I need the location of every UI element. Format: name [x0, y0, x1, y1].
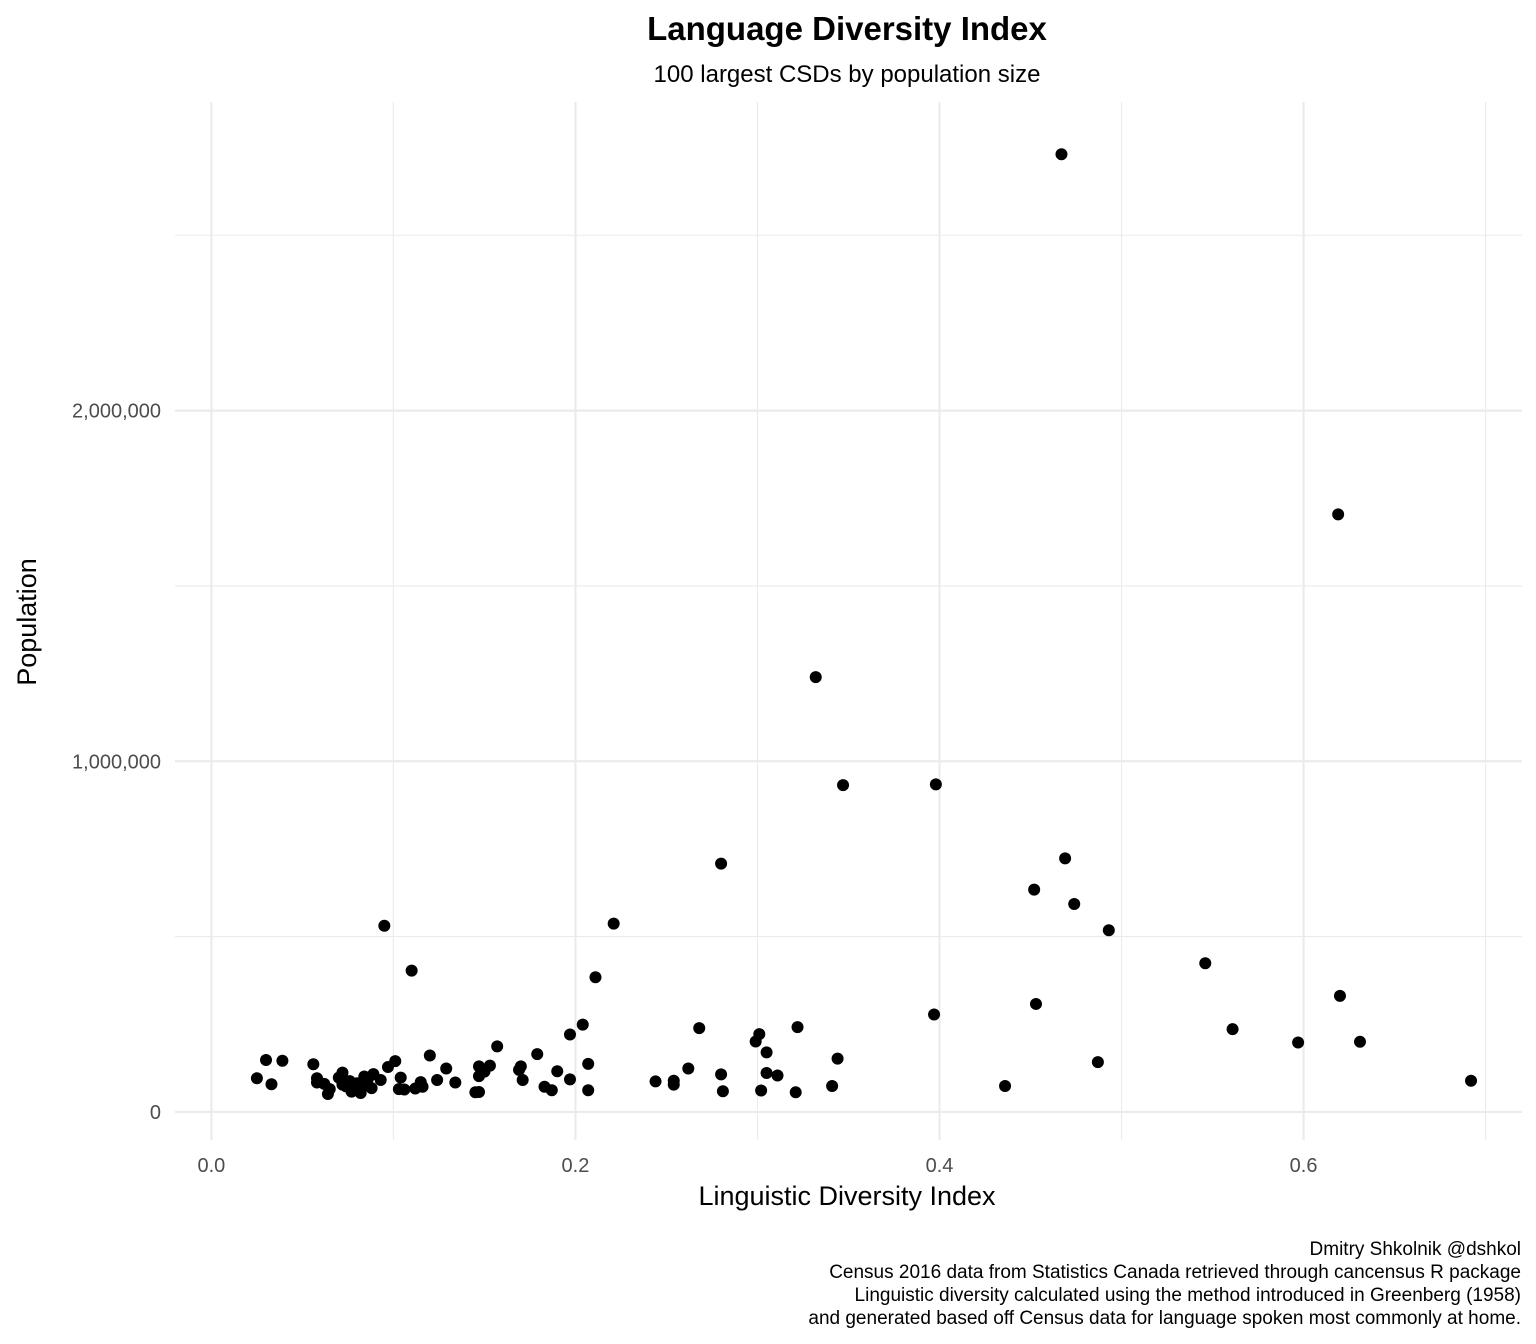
tick-labels: 0.0 0.2 0.4 0.6 0 1,000,000 2,000,000: [72, 401, 1317, 1177]
data-point: [1292, 1036, 1305, 1049]
data-point: [563, 1073, 576, 1086]
y-tick-label: 0: [150, 1102, 161, 1124]
caption-line-1: Dmitry Shkolnik @dshkol: [1310, 1239, 1521, 1260]
data-point: [491, 1040, 504, 1053]
data-point: [307, 1058, 320, 1071]
data-point: [516, 1074, 529, 1087]
data-point: [837, 779, 850, 792]
data-point: [771, 1069, 784, 1082]
caption-line-2: Census 2016 data from Statistics Canada …: [829, 1262, 1521, 1283]
caption-line-4: and generated based off Census data for …: [808, 1308, 1521, 1329]
data-point: [265, 1078, 278, 1091]
data-point: [1333, 989, 1346, 1002]
data-point: [394, 1071, 407, 1084]
data-point: [582, 1084, 595, 1097]
caption-line-3: Linguistic diversity calculated using th…: [855, 1285, 1521, 1306]
data-point: [929, 778, 942, 791]
data-point: [826, 1079, 839, 1092]
data-point: [999, 1079, 1012, 1092]
data-point: [809, 671, 822, 684]
data-point: [1055, 148, 1068, 161]
data-point: [449, 1076, 462, 1089]
data-point: [1332, 508, 1345, 521]
data-point: [563, 1028, 576, 1041]
caption: Dmitry Shkolnik @dshkol Census 2016 data…: [808, 1239, 1521, 1329]
data-point: [551, 1065, 564, 1078]
grid-lines: [175, 102, 1522, 1140]
y-axis-title: Population: [12, 558, 42, 686]
data-point: [250, 1072, 263, 1085]
data-point: [276, 1054, 289, 1067]
data-point: [831, 1052, 844, 1065]
data-point: [378, 919, 391, 932]
chart-title: Language Diversity Index: [647, 10, 1047, 47]
data-point: [749, 1035, 762, 1048]
x-tick-label: 0.4: [926, 1155, 954, 1177]
data-point: [440, 1062, 453, 1075]
data-point: [1091, 1056, 1104, 1069]
data-point: [431, 1074, 444, 1087]
data-point: [392, 1083, 405, 1096]
x-tick-label: 0.0: [197, 1155, 225, 1177]
data-point: [589, 971, 602, 984]
data-point: [716, 1085, 729, 1098]
data-point: [760, 1046, 773, 1059]
data-point: [1059, 852, 1072, 865]
data-point: [693, 1022, 706, 1035]
x-tick-label: 0.6: [1290, 1155, 1318, 1177]
data-point: [1199, 957, 1212, 970]
data-point: [332, 1071, 345, 1084]
data-point: [1028, 883, 1041, 896]
data-point: [381, 1061, 394, 1074]
data-point: [538, 1080, 551, 1093]
data-point: [365, 1082, 378, 1095]
data-point: [715, 1068, 728, 1081]
data-point: [755, 1084, 768, 1097]
data-point: [607, 917, 620, 930]
data-point: [928, 1008, 941, 1021]
x-axis-title: Linguistic Diversity Index: [698, 1181, 996, 1211]
data-point: [1029, 997, 1042, 1010]
data-point: [513, 1063, 526, 1076]
data-point: [1102, 924, 1115, 937]
data-point: [1068, 897, 1081, 910]
data-point: [409, 1082, 422, 1095]
data-point: [667, 1078, 680, 1091]
data-point: [760, 1067, 773, 1080]
data-point: [472, 1060, 485, 1073]
data-point: [576, 1018, 589, 1031]
data-point: [405, 964, 418, 977]
data-point: [321, 1088, 334, 1101]
y-tick-label: 1,000,000: [72, 751, 161, 773]
data-point: [649, 1075, 662, 1088]
data-point: [715, 857, 728, 870]
data-point: [582, 1057, 595, 1070]
data-point: [310, 1076, 323, 1089]
data-point: [469, 1086, 482, 1099]
data-point: [789, 1086, 802, 1099]
data-point: [531, 1048, 544, 1061]
data-points: [250, 148, 1478, 1101]
data-point: [791, 1021, 804, 1034]
data-point: [472, 1070, 485, 1083]
data-point: [1465, 1074, 1478, 1087]
data-point: [1226, 1023, 1239, 1036]
data-point: [1353, 1035, 1366, 1048]
data-point: [682, 1062, 695, 1075]
data-point: [423, 1049, 436, 1062]
y-tick-label: 2,000,000: [72, 401, 161, 423]
x-tick-label: 0.2: [562, 1155, 590, 1177]
data-point: [260, 1054, 273, 1067]
chart-subtitle: 100 largest CSDs by population size: [654, 61, 1041, 88]
